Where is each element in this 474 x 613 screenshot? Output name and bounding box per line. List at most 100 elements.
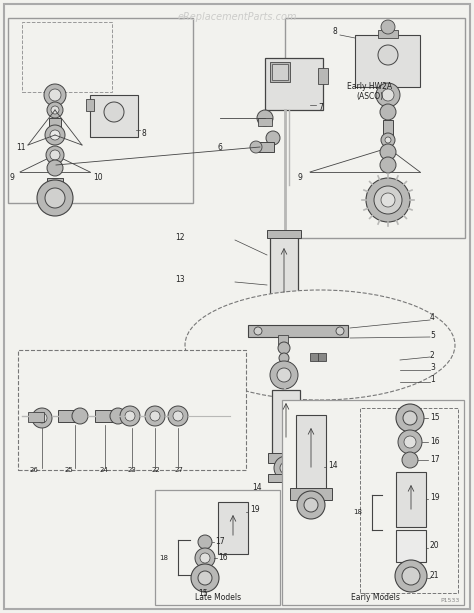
Text: 20: 20 bbox=[430, 541, 439, 550]
Circle shape bbox=[145, 406, 165, 426]
Bar bbox=[396, 530, 426, 562]
Circle shape bbox=[200, 553, 210, 563]
Circle shape bbox=[120, 406, 140, 426]
Text: 27: 27 bbox=[175, 467, 184, 473]
Text: 19: 19 bbox=[250, 506, 260, 514]
Circle shape bbox=[46, 146, 64, 164]
Bar bbox=[355, 35, 420, 87]
Text: Early Models: Early Models bbox=[351, 593, 400, 603]
Circle shape bbox=[110, 408, 126, 424]
Bar bbox=[318, 68, 328, 84]
Bar bbox=[258, 118, 272, 126]
Text: 12: 12 bbox=[175, 234, 184, 243]
Circle shape bbox=[402, 452, 418, 468]
Bar bbox=[8, 18, 193, 203]
Text: 17: 17 bbox=[430, 455, 439, 465]
Circle shape bbox=[50, 150, 60, 160]
Circle shape bbox=[398, 430, 422, 454]
Text: 26: 26 bbox=[30, 467, 39, 473]
Circle shape bbox=[336, 327, 344, 335]
Text: 24: 24 bbox=[100, 467, 109, 473]
Text: 3: 3 bbox=[430, 364, 435, 373]
Circle shape bbox=[104, 102, 124, 122]
Circle shape bbox=[402, 567, 420, 585]
Circle shape bbox=[173, 411, 183, 421]
Circle shape bbox=[49, 89, 61, 101]
Circle shape bbox=[277, 368, 291, 382]
Bar bbox=[396, 472, 426, 527]
Circle shape bbox=[278, 342, 290, 354]
Bar bbox=[360, 408, 458, 593]
Text: 18: 18 bbox=[159, 555, 168, 561]
Text: 8: 8 bbox=[142, 129, 147, 137]
Circle shape bbox=[380, 104, 396, 120]
Bar bbox=[268, 453, 304, 463]
Circle shape bbox=[274, 456, 298, 480]
Circle shape bbox=[380, 144, 396, 160]
Bar bbox=[47, 178, 63, 188]
Text: 6: 6 bbox=[218, 143, 223, 153]
Bar bbox=[218, 502, 248, 554]
Text: 5: 5 bbox=[430, 330, 435, 340]
Text: 14: 14 bbox=[252, 484, 262, 492]
Text: 2: 2 bbox=[430, 351, 435, 359]
Circle shape bbox=[198, 571, 212, 585]
Circle shape bbox=[381, 193, 395, 207]
Bar bbox=[270, 235, 298, 310]
Circle shape bbox=[44, 84, 66, 106]
Text: 8: 8 bbox=[333, 28, 338, 37]
Ellipse shape bbox=[185, 290, 455, 400]
Bar bbox=[272, 64, 288, 80]
Circle shape bbox=[279, 353, 289, 363]
Text: 7: 7 bbox=[318, 104, 323, 113]
Bar bbox=[270, 62, 290, 82]
Bar bbox=[58, 410, 80, 422]
Text: 15: 15 bbox=[198, 590, 208, 598]
Circle shape bbox=[404, 436, 416, 448]
Text: 25: 25 bbox=[65, 467, 74, 473]
Text: 4: 4 bbox=[430, 313, 435, 322]
Circle shape bbox=[385, 137, 391, 143]
Circle shape bbox=[37, 180, 73, 216]
Text: Late Models: Late Models bbox=[195, 593, 241, 603]
Circle shape bbox=[270, 361, 298, 389]
Bar bbox=[22, 22, 112, 92]
Circle shape bbox=[150, 411, 160, 421]
Circle shape bbox=[376, 83, 400, 107]
Text: 9: 9 bbox=[298, 173, 303, 183]
Text: 14: 14 bbox=[328, 460, 337, 470]
Text: 16: 16 bbox=[430, 438, 439, 446]
Text: 15: 15 bbox=[430, 414, 439, 422]
Text: eReplacementParts.com: eReplacementParts.com bbox=[177, 12, 297, 22]
Circle shape bbox=[378, 45, 398, 65]
Text: 23: 23 bbox=[128, 467, 137, 473]
Bar bbox=[290, 488, 332, 500]
Circle shape bbox=[380, 157, 396, 173]
Bar bbox=[90, 95, 138, 137]
Text: P1533: P1533 bbox=[441, 598, 460, 603]
Bar bbox=[267, 230, 301, 238]
Text: 21: 21 bbox=[430, 571, 439, 581]
Bar bbox=[95, 410, 117, 422]
Circle shape bbox=[381, 133, 395, 147]
Circle shape bbox=[366, 178, 410, 222]
Circle shape bbox=[381, 20, 395, 34]
Circle shape bbox=[191, 564, 219, 592]
Text: 16: 16 bbox=[218, 554, 228, 563]
Text: 19: 19 bbox=[430, 492, 439, 501]
Bar bbox=[278, 335, 288, 345]
Text: 1: 1 bbox=[430, 376, 435, 384]
Bar bbox=[267, 308, 301, 318]
Text: 11: 11 bbox=[16, 143, 26, 153]
Bar bbox=[248, 325, 348, 337]
Bar bbox=[265, 58, 323, 110]
Circle shape bbox=[198, 535, 212, 549]
Bar bbox=[383, 120, 393, 136]
Circle shape bbox=[51, 106, 59, 114]
Circle shape bbox=[125, 411, 135, 421]
Bar bbox=[296, 415, 326, 490]
Bar bbox=[278, 362, 290, 370]
Circle shape bbox=[37, 413, 47, 423]
Circle shape bbox=[47, 160, 63, 176]
Text: 9: 9 bbox=[10, 173, 15, 183]
